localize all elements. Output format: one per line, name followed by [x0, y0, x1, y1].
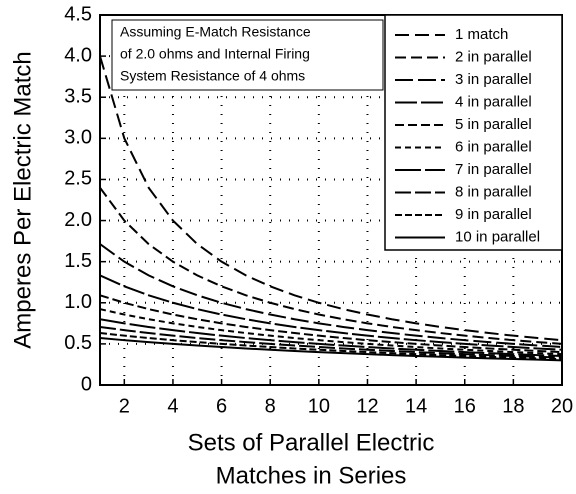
- series-line: [100, 332, 562, 361]
- legend-text: 7 in parallel: [455, 161, 532, 178]
- legend-text: 6 in parallel: [455, 138, 532, 155]
- series-line: [100, 243, 562, 349]
- x-tick-label: 8: [265, 395, 276, 417]
- legend-text: 1 match: [455, 26, 508, 43]
- y-tick-label: 0.5: [64, 332, 92, 354]
- y-tick-label: 2.5: [64, 168, 92, 190]
- legend-text: 4 in parallel: [455, 93, 532, 110]
- annotation-text: of 2.0 ohms and Internal Firing: [120, 46, 310, 62]
- y-tick-label: 3.5: [64, 86, 92, 108]
- x-axis-label: Sets of Parallel Electric: [188, 429, 435, 456]
- x-tick-label: 10: [308, 395, 330, 417]
- legend-text: 5 in parallel: [455, 116, 532, 133]
- series-line: [100, 274, 562, 351]
- x-tick-label: 4: [167, 395, 178, 417]
- x-tick-label: 6: [216, 395, 227, 417]
- x-tick-label: 12: [356, 395, 378, 417]
- y-tick-label: 1.0: [64, 291, 92, 313]
- y-tick-label: 3.0: [64, 127, 92, 149]
- y-axis-label: Amperes Per Electric Match: [9, 51, 36, 348]
- legend-text: 8 in parallel: [455, 183, 532, 200]
- x-tick-label: 2: [119, 395, 130, 417]
- series-line: [100, 308, 562, 356]
- y-tick-label: 4.5: [64, 3, 92, 25]
- series-line: [100, 318, 562, 357]
- legend-text: 2 in parallel: [455, 48, 532, 65]
- y-tick-label: 0: [81, 373, 92, 395]
- series-line: [100, 337, 562, 362]
- plot-lines: [100, 55, 562, 362]
- legend-text: 10 in parallel: [455, 228, 540, 245]
- legend-box: [384, 14, 563, 251]
- legend-text: 9 in parallel: [455, 206, 532, 223]
- annotation-text: System Resistance of 4 ohms: [120, 68, 305, 84]
- x-axis-label: Matches in Series: [216, 462, 407, 489]
- x-tick-label: 20: [551, 395, 573, 417]
- x-tick-label: 16: [454, 395, 476, 417]
- annotation-text: Assuming E-Match Resistance: [120, 24, 311, 40]
- y-tick-label: 2.0: [64, 209, 92, 231]
- x-tick-label: 18: [502, 395, 524, 417]
- y-tick-label: 1.5: [64, 250, 92, 272]
- series-line: [100, 325, 562, 359]
- annotation-box: [111, 19, 384, 91]
- series-line: [100, 294, 562, 354]
- x-tick-label: 14: [405, 395, 427, 417]
- series-line: [100, 187, 562, 345]
- y-tick-label: 4.0: [64, 44, 92, 66]
- series-line: [100, 55, 562, 342]
- legend-text: 3 in parallel: [455, 71, 532, 88]
